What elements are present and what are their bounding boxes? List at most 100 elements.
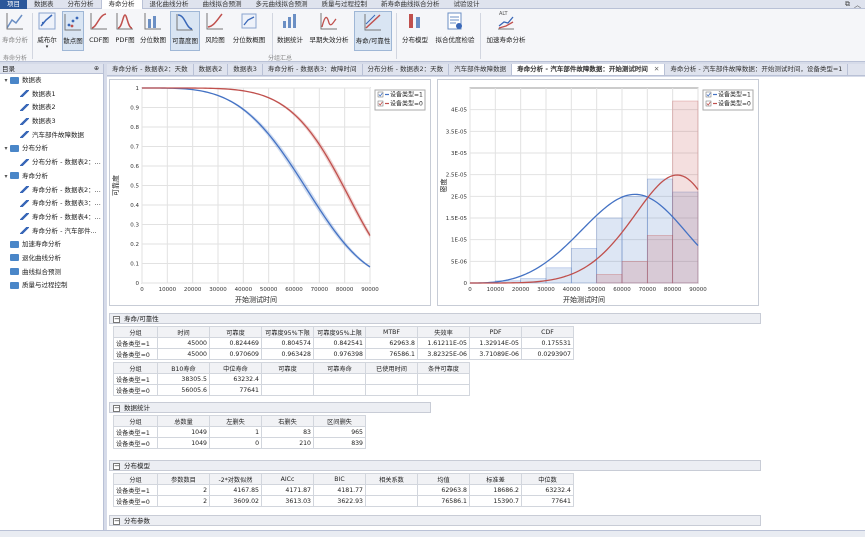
section-data-statistics[interactable]: − 数据统计 [109,402,431,413]
y-tick-label: 1E-05 [451,238,467,244]
check-icon [378,92,383,97]
section-distribution-model[interactable]: − 分布模型 [109,460,761,471]
collapse-icon[interactable]: − [113,461,120,470]
y-tick-label: 3.5E-05 [446,129,468,135]
menu-doe[interactable]: 试验设计 [453,0,480,8]
table-cell: 设备类型=0 [113,384,158,396]
menu-curve-fit[interactable]: 曲线拟合预测 [202,0,242,8]
menu-project[interactable]: 项目 [0,0,27,9]
tree-item[interactable]: 退化曲线分析 [0,252,103,266]
document-tab[interactable]: 数据表2 [194,64,229,75]
tree-item[interactable]: 汽车部件故障数据 [0,129,103,143]
column-header: 右删失 [261,415,314,427]
table-cell: 0 [209,437,262,449]
density-chart-svg: 0 10000 20000 30000 40000 50000 60000 70000 8000… [439,87,754,304]
life-reliability-button[interactable]: 寿命/可靠性 [354,11,392,51]
close-tab-icon[interactable]: ✕ [653,65,660,73]
expand-toggle-icon[interactable]: ▾ [4,145,8,153]
tree-item[interactable]: 数据表3 [0,115,103,129]
section-life-reliability[interactable]: − 寿命/可靠性 [109,313,761,324]
column-header: 分组 [113,415,158,427]
table-cell: 76586.1 [417,495,470,507]
table-cell: 设备类型=0 [113,495,158,507]
tree-item[interactable]: ▾ 寿命分析 [0,170,103,184]
column-header: 左删失 [209,415,262,427]
menu-datatable[interactable]: 数据表 [34,0,54,8]
sidebar-header: 目录 ⊕ [0,64,103,74]
document-tab[interactable]: 分布分析 - 数据表2：天数 [363,64,450,75]
legend-checkbox [705,100,712,107]
early-failure-button[interactable]: 早期失效分析 [307,11,351,51]
pdf-plot-button[interactable]: PDF图 [113,11,137,51]
tree-item[interactable]: 分布分析 - 数据表2：... [0,156,103,170]
column-header: 失效率 [417,326,470,338]
cdf-plot-button[interactable]: CDF图 [87,11,111,51]
collapse-icon[interactable]: − [113,403,120,412]
tab-label: 汽车部件故障数据 [454,65,507,73]
menu-degradation[interactable]: 退化曲线分析 [149,0,189,8]
chart-icon [20,158,29,166]
document-tab[interactable]: 数据表3 [228,64,263,75]
expand-toggle-icon[interactable]: ▾ [4,77,8,84]
column-header: MTBF [365,326,418,338]
quantile-profile-button[interactable]: 分位数概图 [230,11,268,51]
tree-item[interactable]: ▾ 分布分析 [0,142,103,156]
accelerated-life-button[interactable]: 加速寿命分析 [484,11,528,51]
collapse-icon[interactable]: − [113,516,120,525]
life-analysis-button: 寿命分析 [2,11,28,51]
histogram-bar [647,235,673,284]
check-icon [378,101,383,106]
table-cell [417,384,470,396]
menu-multi-curve-fit[interactable]: 多元曲线拟合预测 [255,0,308,8]
tree-item[interactable]: 加速寿命分析 [0,238,103,252]
tree-item[interactable]: 寿命分析 - 数据表2：... [0,184,103,198]
tree-item[interactable]: 寿命分析 - 汽车部件... [0,225,103,239]
x-axis-label: 开始测试时间 [563,295,605,304]
collapse-icon[interactable]: − [113,314,120,323]
collapse-ribbon-icon[interactable]: ︿ [854,0,861,9]
menu-distribution[interactable]: 分布分析 [67,0,94,8]
menu-new-life-fit[interactable]: 新寿命曲线拟合分析 [381,0,440,8]
tree-item[interactable]: ▾ 数据表 [0,74,103,88]
y-tick-label: 2.5E-05 [446,173,468,179]
document-tab[interactable]: 寿命分析 - 数据表2：天数 [107,64,194,75]
menu-quality-control[interactable]: 质量与过程控制 [321,0,368,8]
table-cell: 62963.8 [365,337,418,349]
tree-item[interactable]: 寿命分析 - 数据表3：... [0,197,103,211]
table-cell: 63232.4 [209,373,262,385]
x-tick-label: 40000 [563,287,581,293]
hazard-plot-button[interactable]: 风险图 [203,11,227,51]
document-tab[interactable]: 寿命分析 - 汽车部件故障数据：开始测试时间，设备类型=1 [665,64,849,75]
section-distribution-params[interactable]: − 分布参数 [109,515,761,526]
quantile-profile-icon [241,13,257,29]
menu-life-analysis[interactable]: 寿命分析 [100,0,143,9]
weibull-dropdown[interactable]: 威布尔 ▾ [35,11,59,51]
life-reliability-table: 分组 时间 可靠度 可靠度95%下限 可靠度95%上限 MTBF 失效率 PDF CDF 设备类型… [113,326,574,360]
goodness-of-fit-button[interactable]: 拟合优度检验 [434,11,476,51]
y-tick-label: 2E-05 [451,194,467,200]
y-tick-label: 0.9 [130,106,139,112]
scatter-plot-button[interactable]: 散点图 [62,11,84,51]
document-tab[interactable]: 寿命分析 - 数据表3：故障时间 [263,64,363,75]
restore-icon[interactable]: ⧉ [845,0,850,8]
expand-toggle-icon[interactable]: ▾ [4,172,8,180]
reliability-plot-button[interactable]: 可靠度图 [170,11,200,51]
pin-icon[interactable]: ⊕ [93,65,99,72]
tree-item[interactable]: 数据表2 [0,101,103,115]
distribution-model-button[interactable]: 分布模型 [400,11,430,51]
tree-item[interactable]: 曲线拟合预测 [0,266,103,280]
tree-item[interactable]: 寿命分析 - 数据表4：... [0,211,103,225]
table-cell: 0.963428 [261,348,314,360]
tree-item[interactable]: 质量与过程控制 [0,279,103,293]
y-tick-label: 0.7 [130,145,139,151]
tree-item[interactable]: 数据表1 [0,88,103,102]
data-statistics-table: 分组 总数量 左删失 右删失 区间删失 设备类型=1 1049 1 83 965 设备类型=0 104… [113,415,366,449]
document-tab[interactable]: 汽车部件故障数据 [449,64,513,75]
table-cell: 1 [209,426,262,438]
table-cell: 设备类型=1 [113,337,158,349]
document-tab[interactable]: 寿命分析 - 汽车部件故障数据：开始测试时间 ✕ [512,64,666,75]
quantile-plot-button[interactable]: 分位数图 [139,11,167,51]
data-statistics-button[interactable]: 数据统计 [276,11,304,51]
table-cell: 0.804574 [261,337,314,349]
column-header: 均值 [417,473,470,485]
